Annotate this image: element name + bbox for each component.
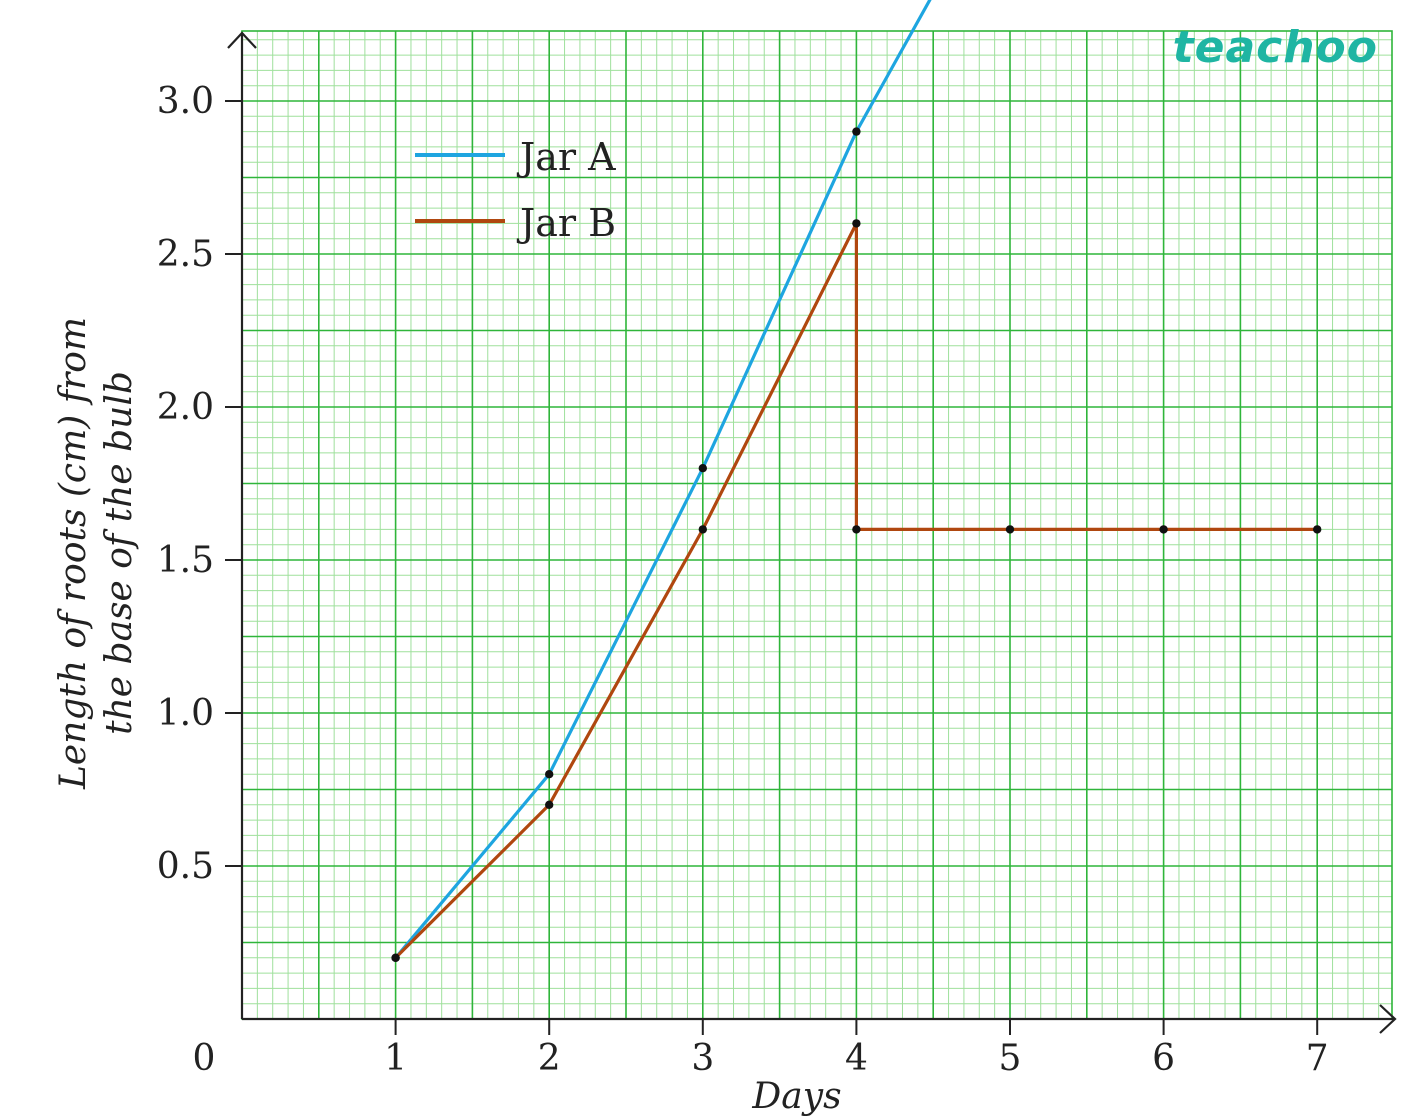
y-tick-label: 3.0 [157, 81, 214, 122]
y-tick-label: 2.0 [157, 387, 214, 428]
x-axis-arrow [1379, 1004, 1397, 1034]
y-axis-title: Length of roots (cm) from the base of th… [53, 317, 140, 790]
x-tick-label: 4 [845, 1038, 868, 1079]
y-axis-arrow [227, 31, 257, 49]
data-point-jar-b [1313, 525, 1322, 534]
data-point-jar-a [545, 770, 554, 779]
legend: Jar A Jar B [415, 135, 616, 245]
y-tick-label: 1.0 [157, 693, 214, 734]
y-tick-label: 2.5 [157, 234, 214, 275]
y-axis-title-line-1: Length of roots (cm) from [53, 317, 94, 790]
data-point-jar-b [1005, 525, 1015, 534]
x-tick-label: 5 [999, 1038, 1022, 1079]
legend-label-jar-b: Jar B [516, 201, 616, 245]
points-group [391, 127, 1322, 962]
y-axis-title-line-2: the base of the bulb [99, 371, 140, 735]
data-point-jar-b [698, 525, 707, 534]
data-point-jar-a [698, 464, 707, 473]
x-tick-label: 2 [538, 1038, 561, 1079]
x-tick-label: 3 [691, 1038, 714, 1079]
brand-logo: teachoo [1173, 22, 1378, 73]
x-tick-label: 7 [1306, 1038, 1329, 1079]
x-axis-title: Days [751, 1076, 841, 1117]
data-point-jar-b [852, 525, 861, 534]
data-point-jar-b [1159, 525, 1168, 534]
origin-label: 0 [193, 1038, 216, 1079]
data-point-jar-b [852, 219, 861, 228]
y-tick-label: 1.5 [157, 540, 214, 581]
data-point-jar-b [545, 800, 554, 809]
series-line-jar-b [394, 221, 1318, 959]
axes [227, 31, 1397, 1034]
data-point-jar-a [852, 127, 861, 136]
legend-label-jar-a: Jar A [516, 135, 616, 179]
x-tick-label: 6 [1152, 1038, 1175, 1079]
x-tick-label: 1 [384, 1038, 407, 1079]
ticks [225, 100, 1319, 1035]
tick-labels: 0.51.01.52.02.53.03.54.04.55.05.56.01234… [157, 81, 1329, 1079]
data-point-jar-b [391, 953, 400, 962]
y-tick-label: 0.5 [157, 846, 214, 887]
